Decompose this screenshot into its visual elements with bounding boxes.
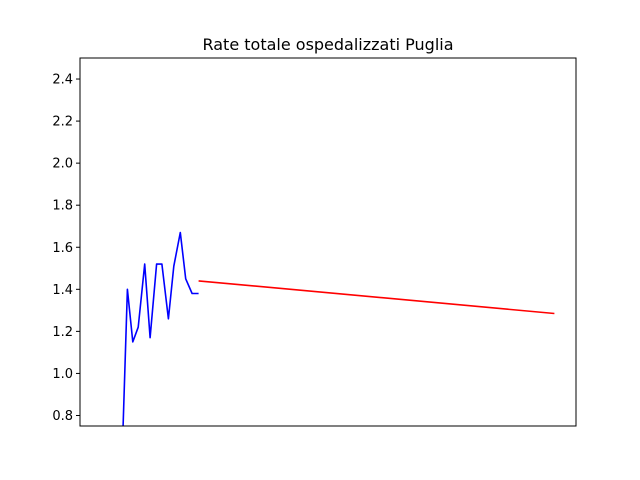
series-line-0 xyxy=(122,231,199,427)
series-layer xyxy=(122,231,555,427)
y-tick-label: 1.4 xyxy=(52,283,73,298)
series-line-1 xyxy=(198,280,555,315)
y-tick-label: 0.8 xyxy=(52,409,73,424)
y-tick-label: 2.0 xyxy=(52,157,73,172)
y-tick-label: 1.0 xyxy=(52,367,73,382)
y-tick-label: 2.4 xyxy=(52,73,73,88)
plot-frame xyxy=(79,57,577,427)
y-tick-label: 1.2 xyxy=(52,325,73,340)
chart-title: Rate totale ospedalizzati Puglia xyxy=(202,35,453,54)
y-axis: 0.8 1.0 1.2 1.4 1.6 1.8 2.0 2.2 2.4 xyxy=(52,73,80,424)
y-tick-label: 1.8 xyxy=(52,199,73,214)
y-tick-label: 1.6 xyxy=(52,241,73,256)
y-tick-label: 2.2 xyxy=(52,115,73,130)
